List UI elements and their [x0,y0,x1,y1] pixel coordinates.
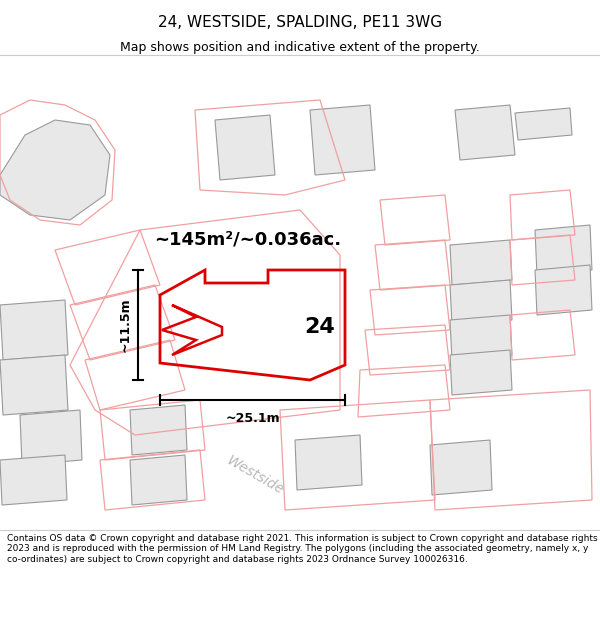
Text: ~145m²/~0.036ac.: ~145m²/~0.036ac. [154,231,341,249]
Text: Westside: Westside [224,453,286,497]
Text: ~11.5m: ~11.5m [119,298,132,352]
Polygon shape [20,410,82,465]
Polygon shape [130,455,187,505]
Polygon shape [295,435,362,490]
Polygon shape [450,240,512,285]
Polygon shape [535,225,592,275]
Text: Map shows position and indicative extent of the property.: Map shows position and indicative extent… [120,41,480,54]
Polygon shape [130,405,187,455]
Text: 24: 24 [305,317,335,337]
Polygon shape [0,355,68,415]
Text: 24, WESTSIDE, SPALDING, PE11 3WG: 24, WESTSIDE, SPALDING, PE11 3WG [158,16,442,31]
Polygon shape [515,108,572,140]
Polygon shape [310,105,375,175]
Polygon shape [430,440,492,495]
Polygon shape [0,120,110,220]
Polygon shape [0,300,68,360]
Text: ~25.1m: ~25.1m [225,412,280,425]
Polygon shape [450,315,512,360]
Polygon shape [535,265,592,315]
Polygon shape [0,455,67,505]
Polygon shape [215,115,275,180]
Polygon shape [455,105,515,160]
Polygon shape [450,280,512,325]
Text: Contains OS data © Crown copyright and database right 2021. This information is : Contains OS data © Crown copyright and d… [7,534,598,564]
Polygon shape [450,350,512,395]
